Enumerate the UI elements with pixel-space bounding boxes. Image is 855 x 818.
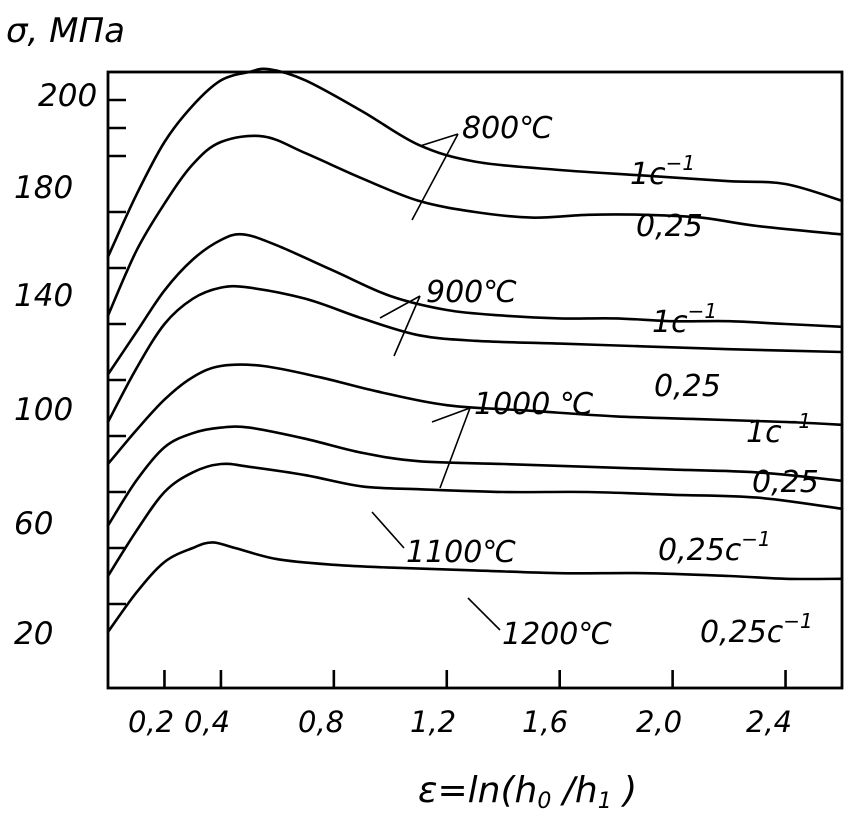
- series-line-6: [106, 425, 844, 527]
- rate-900-a: 1c−1: [652, 299, 717, 340]
- x-axis-title: ε=ln(h0 /h1 ): [418, 770, 637, 814]
- y-tick-label: 20: [14, 616, 53, 652]
- x-tick-label: 1,6: [522, 705, 568, 739]
- series-line-8: [106, 541, 844, 634]
- series-line-2: [106, 134, 844, 317]
- label-1000c: 1000 ℃: [474, 387, 594, 422]
- y-tick-label: 200: [38, 78, 97, 114]
- label-900c: 900℃: [426, 275, 517, 310]
- axis-ticks: [108, 98, 787, 688]
- rate-800-a: 1c−1: [630, 151, 695, 192]
- series-line-3: [106, 232, 844, 376]
- label-800c: 800℃: [462, 111, 553, 146]
- leader-1000: [431, 407, 471, 489]
- label-1200c: 1200℃: [502, 617, 612, 652]
- y-tick-label: 60: [14, 506, 53, 542]
- x-tick-label: 2,0: [636, 705, 682, 739]
- plot-frame: [106, 70, 844, 690]
- rate-800-b: 0,25: [636, 209, 703, 244]
- rate-1000-b: 0,25: [752, 465, 819, 500]
- y-tick-label: 140: [14, 278, 73, 314]
- leader-lines: [371, 133, 501, 631]
- label-1100c: 1100℃: [406, 535, 516, 570]
- series-line-5: [106, 363, 844, 466]
- leader-1100: [371, 511, 405, 549]
- leader-1200: [467, 597, 501, 631]
- series-line-4: [106, 284, 844, 424]
- rate-1000-a: 1c−1: [746, 409, 811, 450]
- x-tick-label: 1,2: [410, 705, 456, 739]
- y-axis-title: σ, МПа: [6, 11, 125, 51]
- rate-900-b: 0,25: [654, 369, 721, 404]
- x-tick-label: 0,2: [128, 705, 174, 739]
- curves: [106, 67, 844, 634]
- x-tick-label: 0,4: [184, 705, 230, 739]
- leader-800: [411, 133, 459, 221]
- series-line-7: [106, 462, 844, 578]
- y-tick-label: 100: [14, 392, 73, 428]
- y-tick-label: 180: [14, 170, 73, 206]
- x-tick-label: 2,4: [746, 705, 792, 739]
- x-tick-label: 0,8: [298, 705, 344, 739]
- series-line-1: [106, 67, 844, 259]
- rate-1100: 0,25c−1: [658, 527, 771, 568]
- rate-1200: 0,25c−1: [700, 609, 813, 650]
- leader-900: [379, 295, 421, 357]
